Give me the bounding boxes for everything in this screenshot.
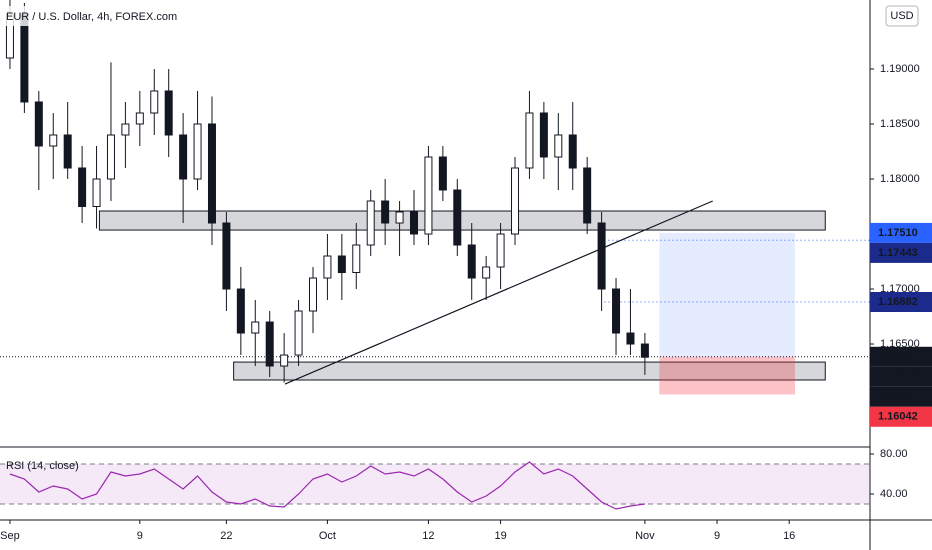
candle-body bbox=[236, 288, 245, 334]
x-tick-label: 16 bbox=[783, 530, 795, 542]
price-label: 1.16882 bbox=[878, 296, 918, 308]
rsi-title: RSI (14, close) bbox=[6, 460, 79, 472]
x-tick-label: Oct bbox=[319, 530, 336, 542]
candle-body bbox=[496, 233, 505, 268]
candle-body bbox=[640, 343, 649, 358]
countdown: 01:44:09 bbox=[878, 371, 922, 383]
price-label: 1.17443 bbox=[878, 247, 918, 259]
candle-body bbox=[583, 167, 592, 224]
candle-body bbox=[280, 354, 289, 367]
candle-body bbox=[366, 200, 375, 246]
candle-body bbox=[207, 123, 216, 224]
candle-body bbox=[265, 321, 274, 367]
candle-body bbox=[568, 134, 577, 169]
x-tick-label: 22 bbox=[220, 530, 232, 542]
candle-body bbox=[49, 134, 58, 147]
candle-body bbox=[554, 134, 563, 158]
y-tick-label: 1.17000 bbox=[880, 283, 920, 295]
candle-body bbox=[150, 90, 159, 114]
countdown-bg bbox=[870, 366, 932, 387]
candle-body bbox=[424, 156, 433, 235]
price-label: 1.16351 bbox=[878, 391, 918, 403]
candle-body bbox=[438, 156, 447, 191]
position-target bbox=[659, 232, 795, 357]
rsi-tick-label: 80.00 bbox=[880, 448, 908, 460]
x-tick-label: Sep bbox=[0, 530, 20, 542]
candle-body bbox=[323, 255, 332, 279]
x-tick-label: 19 bbox=[494, 530, 506, 542]
price-label-bg bbox=[870, 406, 932, 427]
x-tick-label: 9 bbox=[714, 530, 720, 542]
x-tick-label: 9 bbox=[137, 530, 143, 542]
y-tick-label: 1.19000 bbox=[880, 63, 920, 75]
candle-body bbox=[179, 134, 188, 180]
candle-body bbox=[222, 222, 231, 290]
candle-body bbox=[92, 178, 101, 208]
candle-body bbox=[511, 167, 520, 235]
price-label-bg bbox=[870, 242, 932, 263]
candle-body bbox=[482, 266, 491, 279]
candle-body bbox=[453, 189, 462, 246]
candle-body bbox=[467, 244, 476, 279]
candle-body bbox=[78, 167, 87, 208]
rsi-tick-label: 40.00 bbox=[880, 488, 908, 500]
candle-body bbox=[106, 134, 115, 180]
candle-body bbox=[63, 134, 72, 169]
rsi-line bbox=[9, 461, 645, 510]
chart-title: EUR / U.S. Dollar, 4h, FOREX.com bbox=[6, 11, 177, 23]
rsi-band bbox=[0, 464, 870, 504]
candle-body bbox=[539, 112, 548, 158]
trendline bbox=[284, 200, 713, 385]
candle-body bbox=[308, 277, 317, 312]
candle-body bbox=[626, 332, 635, 345]
zone bbox=[233, 361, 826, 381]
candle-body bbox=[612, 288, 621, 334]
candle-body bbox=[597, 222, 606, 290]
price-label: 1.17510 bbox=[878, 227, 918, 239]
candle-body bbox=[251, 321, 260, 334]
title-bg bbox=[2, 6, 188, 26]
candle-body bbox=[337, 255, 346, 274]
candle-body bbox=[525, 112, 534, 169]
x-tick-label: Nov bbox=[635, 530, 655, 542]
candle-body bbox=[20, 13, 29, 103]
price-label-bg bbox=[870, 222, 932, 243]
candle-body bbox=[352, 244, 361, 274]
y-tick-label: 1.18500 bbox=[880, 118, 920, 130]
currency: USD bbox=[890, 10, 913, 22]
candle-body bbox=[381, 200, 390, 224]
candle-body bbox=[193, 123, 202, 180]
price-label-bg bbox=[870, 291, 932, 312]
x-tick-label: 12 bbox=[422, 530, 434, 542]
candle-body bbox=[395, 211, 404, 224]
zone bbox=[98, 210, 826, 231]
price-label: 1.16384 bbox=[878, 351, 919, 363]
price-label: 1.16042 bbox=[878, 411, 918, 423]
price-label-bg bbox=[870, 346, 932, 367]
y-tick-label: 1.18000 bbox=[880, 173, 920, 185]
currency-box bbox=[885, 5, 919, 27]
candle-body bbox=[164, 90, 173, 136]
price-label-bg bbox=[870, 386, 932, 407]
candle-body bbox=[294, 310, 303, 356]
candle-body bbox=[410, 211, 419, 235]
candle-body bbox=[34, 101, 43, 147]
position-stop bbox=[659, 356, 795, 395]
candle-body bbox=[135, 112, 144, 125]
candle-body bbox=[121, 123, 130, 136]
